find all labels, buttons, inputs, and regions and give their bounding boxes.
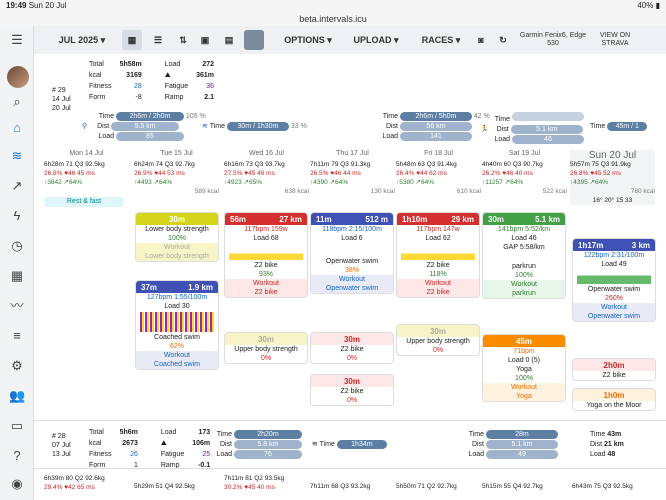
power-chart bbox=[229, 244, 303, 260]
status-bar: 19:49 Sun 20 Jul 40% ▮ bbox=[0, 0, 666, 12]
help-icon[interactable]: ? bbox=[13, 448, 21, 463]
day-summary: 6h39m 80 Q2 92.6kg 29.4% ♥42 65 ms bbox=[44, 475, 105, 491]
battery: 40% ▮ bbox=[637, 1, 660, 10]
week-summary: Total 5h58m Load 272 kcal 3169 ⛰ 361m Fitness 2… bbox=[89, 61, 215, 101]
chat-icon[interactable]: ▭ bbox=[10, 418, 24, 433]
day-mon[interactable]: Mon 14 Jul 6h28m 71 Q3 92.5kg 26.8% ♥46 … bbox=[44, 150, 129, 207]
rest-note: Rest & fast bbox=[44, 197, 124, 207]
calendar-icon[interactable]: ▦ bbox=[10, 268, 24, 283]
activity-card[interactable]: 30m Lower body strength 100% Workout Lower… bbox=[135, 212, 219, 262]
chart-icon[interactable]: 〰 bbox=[10, 298, 24, 313]
activity-card[interactable]: 30m Upper body strength 0% bbox=[224, 332, 308, 364]
week-summary: Total 5h6m Load 173 kcal 2673 ⛰ 106m Fitness 26… bbox=[89, 429, 211, 469]
month-selector[interactable]: JUL 2025 ▾ bbox=[58, 34, 106, 46]
bike-summary: Time 2h6m / 2h0m 105 % ⚲ Dist 5.5 km Load… bbox=[82, 112, 206, 141]
activity-card[interactable]: 11m 512 m 118bpm 2:15/100m Load 6 Openwate… bbox=[310, 212, 394, 294]
other-summary: Time 43m Dist 21 km Load 48 bbox=[590, 431, 624, 458]
add-calendar-icon[interactable]: ▣ bbox=[200, 34, 210, 45]
day-thu[interactable]: Thu 17 Jul 7h11m 79 Q3 91.3kg 26.5% ♥46 4… bbox=[310, 150, 395, 195]
activity-card[interactable]: 30m Upper body strength 0% bbox=[396, 324, 480, 356]
view-on-strava-link[interactable]: VIEW ON STRAVA bbox=[599, 32, 631, 47]
divider bbox=[34, 468, 666, 469]
url-bar[interactable]: beta.intervals.icu bbox=[0, 12, 666, 26]
activity-card[interactable]: 2h0m Z2 bike bbox=[572, 358, 656, 381]
trend-icon[interactable]: ↗ bbox=[11, 178, 23, 193]
swim-chart bbox=[577, 270, 651, 284]
day-summary: 6h43m 75 Q3 92.5kg bbox=[572, 483, 633, 490]
device-label: Garmin Fenix6, Edge 530 bbox=[519, 32, 587, 47]
activity-card[interactable]: 30m Z2 bike 0% bbox=[310, 332, 394, 364]
watch-icon[interactable]: ◷ bbox=[11, 238, 23, 253]
activity-card[interactable]: 30m Z2 bike 0% bbox=[310, 374, 394, 406]
discord-icon[interactable]: ◉ bbox=[11, 476, 23, 491]
day-sun[interactable]: Sun 20 Jul 5h57m 75 Q3 91.9kg 26.8% ♥45 5… bbox=[570, 150, 655, 205]
races-button[interactable]: RACES ▾ bbox=[421, 34, 461, 46]
day-summary: 7h11m 81 Q2 93.5kg 30.2% ♥45 40 ms bbox=[224, 475, 285, 491]
book-icon[interactable]: ▤ bbox=[224, 34, 234, 45]
activity-card[interactable]: 1h10m 29 km 117bpm 147w Load 62 Z2 bike 118… bbox=[396, 212, 480, 298]
toolbar: JUL 2025 ▾ ▦ ☰ ⇅ ▣ ▤ OPTIONS ▾ UPLOAD ▾ … bbox=[34, 26, 666, 54]
day-wed[interactable]: Wed 16 Jul 6h16m 73 Q3 93.7kg 27.5% ♥45 4… bbox=[224, 150, 309, 195]
day-tue[interactable]: Tue 15 Jul 6h24m 74 Q3 92.7kg 26.9% ♥44 5… bbox=[134, 150, 219, 195]
week-label: # 28 07 Jul 13 Jul bbox=[52, 433, 71, 458]
activity-card[interactable]: 1h17m 3 km 122bpm 2:31/100m Load 49 Openwa… bbox=[572, 238, 656, 322]
activity-card[interactable]: 37m 1.9 km 127bpm 1:55/100m Load 30 Coache… bbox=[135, 280, 219, 370]
search-icon[interactable]: ⌕ bbox=[13, 94, 21, 109]
activity-card[interactable]: 45m 71bpm Load 0 (5) Yoga 100% Workout Yoga bbox=[482, 334, 566, 402]
clock: 19:49 bbox=[6, 1, 27, 10]
power-icon[interactable]: ϟ bbox=[13, 208, 21, 223]
bike-summary: Time 2h20m Dist 5.8 km ≋ Time 1h34m Load… bbox=[202, 430, 387, 460]
list-search-icon[interactable]: ≡ bbox=[13, 328, 21, 343]
extra-summary: Time 45m / 1 bbox=[590, 122, 648, 131]
day-fri[interactable]: Fri 18 Jul 5h48m 63 Q3 91.4kg 26.4% ♥44 6… bbox=[396, 150, 481, 195]
people-icon[interactable]: 👥 bbox=[9, 388, 26, 403]
swim-chart bbox=[140, 312, 214, 332]
settings-icon[interactable]: ⚙ bbox=[11, 358, 23, 373]
list-view-icon[interactable]: ☰ bbox=[153, 34, 163, 45]
weather: 16° 20° 15 33 bbox=[592, 197, 633, 204]
avatar[interactable] bbox=[7, 66, 29, 88]
camera-icon[interactable]: ◙ bbox=[478, 35, 484, 45]
sidebar: ☰ ⌕ ⌂ ≋ ↗ ϟ ◷ ▦ 〰 ≡ ⚙ 👥 ▭ ? ◉ bbox=[0, 26, 34, 500]
status-date: Sun 20 Jul bbox=[28, 1, 67, 10]
activity-card[interactable]: 30m 5.1 km 141bpm 5:52/km Load 46 GAP 5:58/… bbox=[482, 212, 566, 299]
sort-icon[interactable]: ⇅ bbox=[179, 34, 187, 45]
week-label: # 29 14 Jul 20 Jul bbox=[52, 87, 71, 112]
menu-icon[interactable]: ☰ bbox=[11, 32, 23, 47]
run-summary: Time 28m Dist 5.1 km Load 49 bbox=[454, 430, 558, 460]
refresh-icon[interactable]: ↻ bbox=[499, 34, 507, 45]
run-summary: Time 2h6m / 5h0m 42 % Dist 56 km Load 14… bbox=[382, 112, 490, 141]
day-summary: 5h50m 71 Q2 92.7kg bbox=[396, 483, 457, 490]
home-icon[interactable]: ⌂ bbox=[13, 120, 21, 135]
activity-card[interactable]: 56m 27 km 117bpm 159w Load 68 Z2 bike 93% W… bbox=[224, 212, 308, 298]
profile-thumb[interactable] bbox=[244, 30, 264, 50]
day-summary: 7h11m 68 Q3 93.2kg bbox=[310, 483, 371, 490]
calendar: # 29 14 Jul 20 Jul Total 5h58m Load 272 kcal 3… bbox=[34, 54, 666, 500]
day-summary: 5h15m 55 Q4 92.7kg bbox=[482, 483, 543, 490]
divider bbox=[34, 420, 666, 421]
upload-button[interactable]: UPLOAD ▾ bbox=[353, 34, 399, 46]
run2-summary: Time 🏃 Dist 5.1 km Load 46 bbox=[480, 112, 584, 145]
swim-icon[interactable]: ≋ bbox=[11, 148, 23, 163]
activity-card[interactable]: 1h0m Yoga on the Moor bbox=[572, 388, 656, 411]
day-summary: 5h29m 51 Q4 92.5kg bbox=[134, 483, 195, 490]
power-chart bbox=[401, 244, 475, 260]
grid-view-icon[interactable]: ▦ bbox=[122, 30, 142, 50]
options-button[interactable]: OPTIONS ▾ bbox=[284, 34, 332, 46]
day-sat[interactable]: Sat 19 Jul 4h40m 60 Q3 90.7kg 26.2% ♥46 4… bbox=[482, 150, 567, 195]
swim-summary: ≋ Time 30m / 1h30m 33 % bbox=[202, 122, 307, 131]
